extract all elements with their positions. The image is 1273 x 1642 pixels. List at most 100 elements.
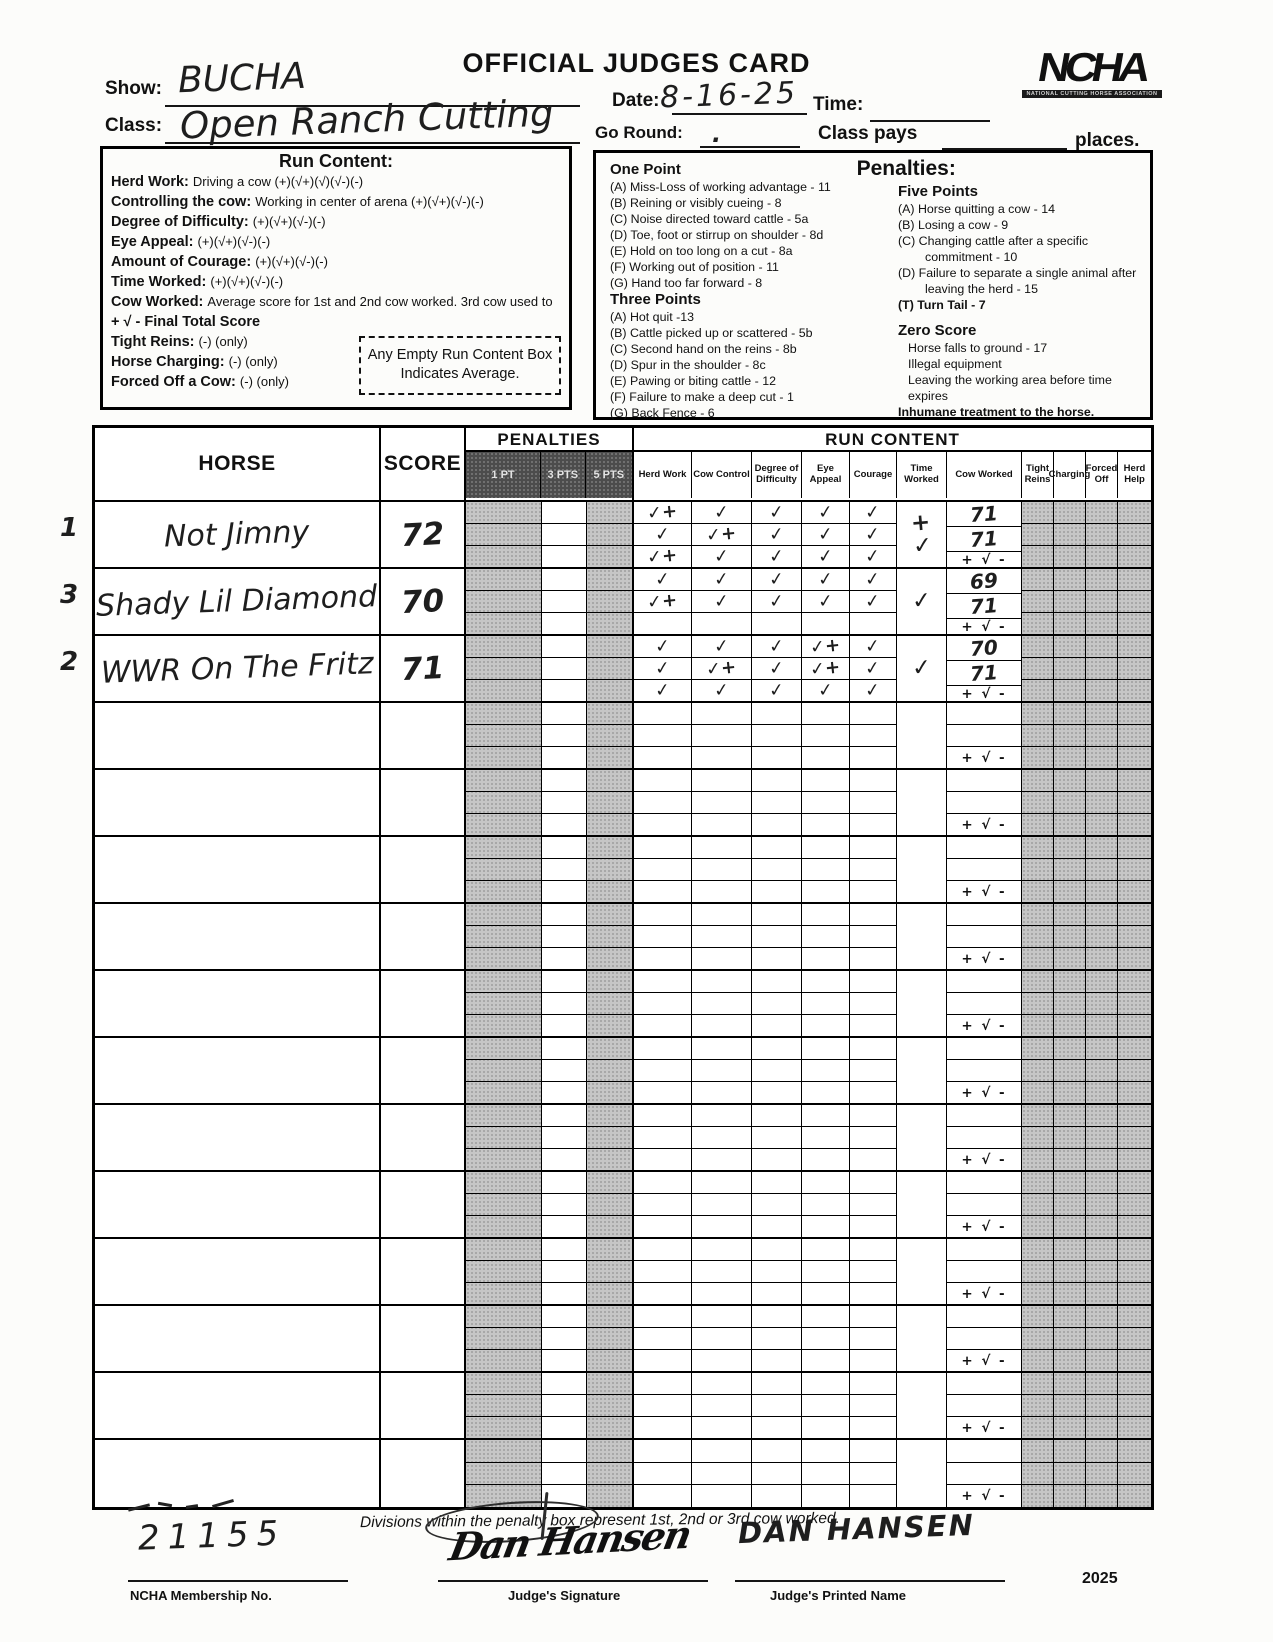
printed-name-fill-line xyxy=(735,1580,1005,1582)
courage-cell-sub3 xyxy=(850,1216,896,1237)
courage-cell-sub1 xyxy=(850,770,896,792)
penalty-5pts-cell-sub3 xyxy=(587,613,632,634)
eye-appeal-cell-sub2: ✓+ xyxy=(802,656,849,681)
horse-name-cell: Not Jimny xyxy=(95,502,381,567)
penalty-3pts-cell-sub1 xyxy=(542,1239,586,1261)
eye-appeal-cell xyxy=(802,770,850,835)
forced-off-cell-sub2 xyxy=(1086,1194,1117,1216)
check-mark: ✓ xyxy=(767,523,786,546)
penalty-3pts-cell-sub1 xyxy=(542,1172,586,1194)
degree-of-difficulty-cell-sub2 xyxy=(752,993,801,1015)
eye-appeal-cell-sub3 xyxy=(802,1283,849,1304)
turn-tail-item: (T) Turn Tail - 7 xyxy=(898,298,986,312)
class-pays-label: Class pays xyxy=(818,123,918,144)
horse-name-cell xyxy=(95,1239,381,1304)
tight-reins-cell-sub1 xyxy=(1022,569,1053,591)
score-cell xyxy=(381,904,466,969)
penalty-1pt-cell-sub3 xyxy=(466,1216,541,1237)
herd-work-cell-sub3 xyxy=(634,881,691,902)
zero-score-item: Illegal equipment xyxy=(908,357,1002,371)
three-points-item: (G) Back Fence - 6 xyxy=(610,406,715,420)
forced-off-cell-sub3 xyxy=(1086,948,1117,969)
herd-help-cell xyxy=(1118,904,1151,969)
time-worked-cell: ✓ xyxy=(897,569,947,634)
horse-name-value: Not Jimny xyxy=(163,514,311,555)
tight-reins-cell-sub3 xyxy=(1022,1082,1053,1103)
five-points-item: (A) Horse quitting a cow - 14 xyxy=(898,202,1056,216)
penalty-5pts-cell-sub1 xyxy=(587,1239,632,1261)
courage-cell-sub2 xyxy=(850,1463,896,1486)
cow-control-cell-sub1: ✓ xyxy=(692,501,751,524)
cow-worked-value: 71 xyxy=(969,660,999,686)
forced-off-cell xyxy=(1086,703,1118,768)
cow-control-cell-sub3 xyxy=(692,747,751,768)
herd-help-cell-sub2 xyxy=(1118,658,1151,680)
membership-fill-line xyxy=(128,1580,348,1582)
tight-reins-cell-sub3 xyxy=(1022,881,1053,902)
three-points-item: (C) Second hand on the reins - 8b xyxy=(610,342,797,356)
herd-help-cell-sub2 xyxy=(1118,993,1151,1015)
plus-check-minus: + √ - xyxy=(961,816,1007,833)
penalty-5pts-cell xyxy=(587,703,634,768)
forced-off-cell-sub3 xyxy=(1086,1350,1117,1371)
charging-cell-sub2 xyxy=(1054,792,1085,814)
cow-control-cell-sub2 xyxy=(692,926,751,948)
cow-control-cell-sub3 xyxy=(692,1015,751,1036)
penalty-1pt-cell-sub1 xyxy=(466,1373,541,1395)
herd-work-cell xyxy=(634,1105,692,1170)
check-mark: ✓ xyxy=(816,568,835,591)
herd-work-cell-sub2 xyxy=(634,1127,691,1149)
time-worked-cell xyxy=(897,1373,947,1438)
eye-appeal-column-header: Eye Appeal xyxy=(802,452,850,498)
degree-of-difficulty-cell-sub3: ✓ xyxy=(752,679,801,701)
herd-help-cell xyxy=(1118,1172,1151,1237)
degree-of-difficulty-cell-sub2 xyxy=(752,1395,801,1417)
penalty-1pt-cell xyxy=(466,636,542,701)
tight-reins-cell xyxy=(1022,1306,1054,1371)
penalty-3pts-cell-sub2 xyxy=(542,1463,586,1486)
placing-value: 3 xyxy=(60,580,79,610)
charging-cell xyxy=(1054,971,1086,1036)
forced-off-cell-sub3 xyxy=(1086,680,1117,701)
cow-worked-score-sub2 xyxy=(947,926,1021,948)
charging-cell xyxy=(1054,1239,1086,1304)
tight-reins-cell-sub2 xyxy=(1022,524,1053,546)
table-row: WWR On The Fritz 71 ✓ ✓ ✓ ✓ ✓+ ✓ ✓ ✓ ✓ ✓+ ✓+ ✓ ✓ ✓ ✓ ✓ 70 7… xyxy=(95,634,1151,703)
penalty-3pts-cell-sub1 xyxy=(542,636,586,658)
horse-name-cell: Shady Lil Diamond xyxy=(95,569,381,634)
charging-cell xyxy=(1054,904,1086,969)
herd-help-cell-sub2 xyxy=(1118,1060,1151,1082)
courage-cell-sub3: ✓ xyxy=(850,545,896,567)
charging-cell-sub3 xyxy=(1054,948,1085,969)
herd-help-cell-sub3 xyxy=(1118,1149,1151,1170)
degree-of-difficulty-cell-sub2 xyxy=(752,1194,801,1216)
date-label: Date: xyxy=(612,90,660,111)
penalties-group-title: PENALTIES xyxy=(466,428,632,452)
penalty-5pts-cell-sub3 xyxy=(587,747,632,768)
cow-control-cell-sub2 xyxy=(692,725,751,747)
herd-help-cell-sub2 xyxy=(1118,1194,1151,1216)
herd-work-cell-sub1 xyxy=(634,1239,691,1261)
courage-cell-sub3 xyxy=(850,814,896,835)
degree-of-difficulty-cell-sub1 xyxy=(752,703,801,725)
eye-appeal-cell-sub2 xyxy=(802,1328,849,1350)
penalty-5pts-cell-sub2 xyxy=(587,1328,632,1350)
courage-cell-sub3: ✓ xyxy=(850,679,896,701)
herd-help-cell-sub1 xyxy=(1118,770,1151,792)
herd-work-cell xyxy=(634,703,692,768)
herd-work-cell-sub3: ✓+ xyxy=(634,544,691,568)
run-content-line: Time Worked: (+)(√+)(√-)(-) xyxy=(111,274,284,290)
charging-cell-sub1 xyxy=(1054,703,1085,725)
tight-reins-cell-sub2 xyxy=(1022,859,1053,881)
herd-help-cell-sub1 xyxy=(1118,502,1151,524)
one-point-item: (G) Hand too far forward - 8 xyxy=(610,276,763,290)
penalty-5pts-cell-sub3 xyxy=(587,1350,632,1371)
forced-off-cell-sub2 xyxy=(1086,1261,1117,1283)
eye-appeal-cell-sub2 xyxy=(802,1395,849,1417)
plus-check-minus: + √ - xyxy=(961,1488,1007,1505)
courage-cell-sub1 xyxy=(850,971,896,993)
herd-help-cell-sub2 xyxy=(1118,1261,1151,1283)
courage-cell-sub3 xyxy=(850,747,896,768)
tight-reins-cell xyxy=(1022,770,1054,835)
cow-worked-cell: + √ - xyxy=(947,1105,1022,1170)
